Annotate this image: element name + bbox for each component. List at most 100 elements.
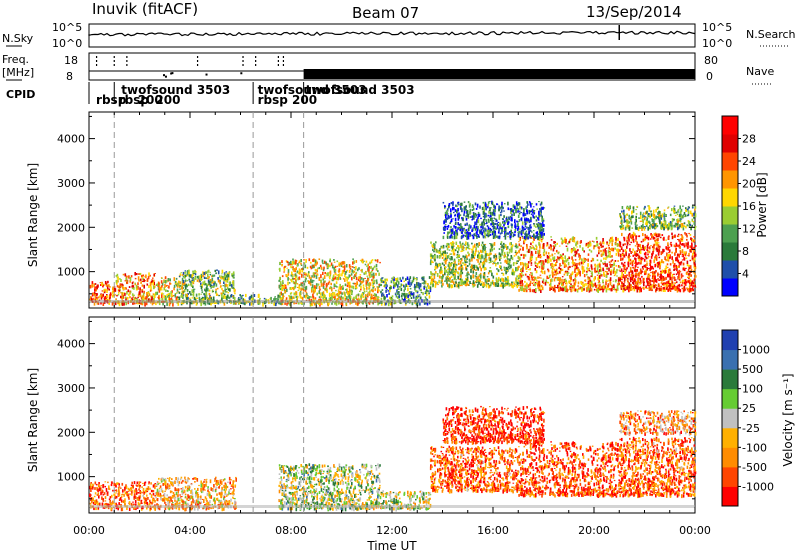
scatter-point	[293, 281, 295, 284]
scatter-point	[441, 268, 443, 271]
scatter-point	[215, 272, 217, 274]
scatter-point	[674, 288, 676, 291]
scatter-point	[374, 294, 376, 296]
scatter-point	[512, 257, 514, 260]
scatter-point	[669, 277, 671, 281]
scatter-point	[647, 254, 649, 256]
scatter-point	[234, 293, 236, 294]
scatter-point	[460, 251, 462, 253]
scatter-point	[139, 291, 141, 295]
scatter-point	[476, 279, 478, 282]
scatter-point	[352, 261, 354, 264]
scatter-point	[649, 246, 651, 249]
scatter-point	[232, 282, 234, 283]
scatter-point	[685, 243, 687, 247]
scatter-point	[460, 275, 462, 278]
scatter-point	[92, 298, 94, 299]
scatter-point	[644, 266, 646, 268]
scatter-point	[536, 203, 538, 205]
scatter-point	[96, 293, 98, 296]
scatter-point	[407, 288, 409, 292]
scatter-point	[471, 243, 473, 245]
scatter-point	[204, 277, 206, 279]
scatter-point	[399, 287, 401, 288]
scatter-point	[115, 288, 117, 292]
scatter-point	[422, 277, 424, 278]
scatter-point	[164, 284, 166, 288]
scatter-point	[620, 254, 622, 256]
scatter-point	[185, 279, 187, 282]
scatter-point	[478, 242, 480, 245]
scatter-point	[591, 271, 593, 275]
scatter-point	[341, 265, 343, 267]
scatter-point	[375, 260, 377, 261]
scatter-point	[319, 267, 321, 269]
scatter-point	[300, 295, 302, 299]
scatter-point	[279, 285, 281, 289]
scatter-point	[129, 296, 131, 298]
scatter-point	[596, 241, 598, 243]
scatter-point	[430, 286, 432, 289]
scatter-point	[341, 297, 343, 299]
scatter-point	[168, 285, 170, 288]
scatter-point	[141, 275, 143, 277]
scatter-point	[648, 287, 650, 289]
scatter-point	[645, 237, 647, 238]
scatter-point	[501, 251, 503, 254]
scatter-point	[337, 293, 339, 297]
scatter-point	[537, 276, 539, 279]
scatter-point	[648, 285, 650, 286]
scatter-point	[674, 282, 676, 284]
scatter-point	[358, 276, 360, 279]
scatter-point	[652, 272, 654, 274]
scatter-point	[391, 298, 393, 300]
scatter-point	[137, 297, 139, 298]
scatter-point	[553, 288, 555, 290]
scatter-point	[363, 296, 365, 298]
scatter-point	[349, 274, 351, 277]
scatter-point	[455, 250, 457, 252]
scatter-point	[411, 297, 413, 299]
scatter-point	[407, 277, 409, 281]
scatter-point	[366, 265, 368, 267]
scatter-point	[279, 268, 281, 270]
scatter-point	[425, 293, 427, 294]
scatter-point	[619, 245, 621, 248]
scatter-point	[329, 296, 331, 297]
scatter-point	[336, 266, 338, 267]
scatter-point	[653, 245, 655, 249]
scatter-point	[511, 214, 513, 217]
scatter-point	[650, 238, 652, 239]
scatter-point	[559, 263, 561, 267]
scatter-point	[142, 295, 144, 297]
scatter-point	[654, 233, 656, 236]
scatter-point	[212, 291, 214, 292]
scatter-point	[131, 275, 133, 277]
scatter-point	[585, 283, 587, 286]
scatter-point	[439, 256, 441, 259]
scatter-point	[457, 276, 459, 280]
scatter-point	[606, 263, 608, 267]
scatter-point	[669, 257, 671, 259]
scatter-point	[605, 264, 607, 267]
scatter-point	[93, 293, 95, 295]
scatter-point	[496, 273, 498, 275]
scatter-point	[391, 280, 393, 283]
scatter-point	[665, 240, 667, 241]
scatter-point	[208, 270, 210, 272]
scatter-point	[680, 251, 682, 255]
scatter-point	[681, 275, 683, 279]
scatter-point	[646, 288, 648, 289]
scatter-point	[466, 273, 468, 277]
scatter-point	[454, 253, 456, 256]
scatter-point	[413, 296, 415, 298]
scatter-point	[345, 277, 347, 279]
scatter-point	[538, 242, 540, 246]
scatter-point	[343, 278, 345, 279]
scatter-point	[299, 268, 301, 272]
scatter-point	[473, 245, 475, 248]
scatter-point	[485, 244, 487, 245]
scatter-point	[587, 268, 589, 271]
scatter-point	[641, 241, 643, 243]
scatter-point	[574, 269, 576, 273]
